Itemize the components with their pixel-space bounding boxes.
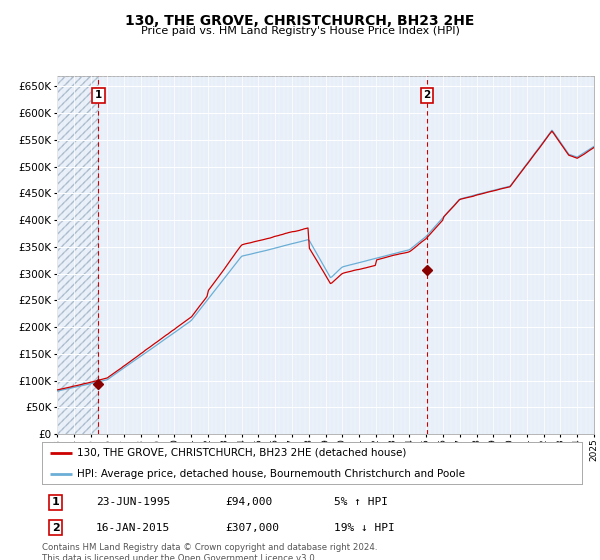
Text: 16-JAN-2015: 16-JAN-2015 [96,522,170,533]
Text: 23-JUN-1995: 23-JUN-1995 [96,497,170,507]
Text: £307,000: £307,000 [226,522,280,533]
Text: 130, THE GROVE, CHRISTCHURCH, BH23 2HE: 130, THE GROVE, CHRISTCHURCH, BH23 2HE [125,14,475,28]
Text: £94,000: £94,000 [226,497,273,507]
Text: 5% ↑ HPI: 5% ↑ HPI [334,497,388,507]
Text: 2: 2 [423,90,430,100]
Text: 1: 1 [95,90,102,100]
Text: 2: 2 [52,522,59,533]
Text: 1: 1 [52,497,59,507]
Bar [57,76,98,434]
Text: 130, THE GROVE, CHRISTCHURCH, BH23 2HE (detached house): 130, THE GROVE, CHRISTCHURCH, BH23 2HE (… [77,448,406,458]
Text: Price paid vs. HM Land Registry's House Price Index (HPI): Price paid vs. HM Land Registry's House … [140,26,460,36]
Text: 19% ↓ HPI: 19% ↓ HPI [334,522,394,533]
Text: HPI: Average price, detached house, Bournemouth Christchurch and Poole: HPI: Average price, detached house, Bour… [77,469,465,479]
Text: Contains HM Land Registry data © Crown copyright and database right 2024.
This d: Contains HM Land Registry data © Crown c… [42,543,377,560]
